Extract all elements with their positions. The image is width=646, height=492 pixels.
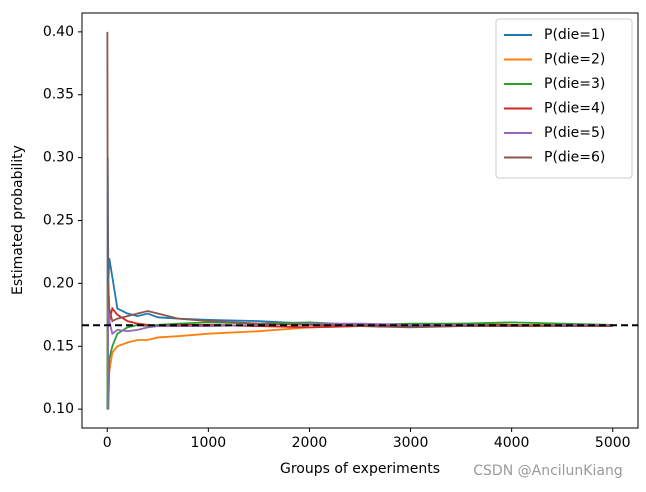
- y-tick-label: 0.35: [43, 87, 74, 103]
- legend-label: P(die=1): [544, 27, 605, 43]
- y-tick-label: 0.10: [43, 401, 74, 417]
- legend-label: P(die=4): [544, 101, 605, 117]
- y-tick-label: 0.40: [43, 24, 74, 40]
- x-axis-label: Groups of experiments: [280, 461, 440, 477]
- series-line: [106, 283, 613, 410]
- plot-frame: [81, 12, 639, 429]
- x-tick-label: 4000: [494, 435, 530, 451]
- y-tick-label: 0.20: [43, 275, 74, 291]
- legend-label: P(die=5): [544, 125, 605, 141]
- x-tick-label: 3000: [393, 435, 429, 451]
- x-tick-label: 5000: [595, 435, 631, 451]
- x-tick-label: 2000: [292, 435, 328, 451]
- series-line: [106, 283, 613, 411]
- y-tick-label: 0.25: [43, 213, 74, 229]
- y-tick-label: 0.30: [43, 150, 74, 166]
- x-tick-label: 0: [103, 435, 112, 451]
- legend-label: P(die=2): [544, 52, 605, 68]
- series-line: [106, 31, 613, 329]
- watermark: CSDN @AncilunKiang: [473, 463, 622, 479]
- y-axis-label: Estimated probability: [10, 145, 26, 295]
- x-tick-label: 1000: [191, 435, 227, 451]
- y-tick-label: 0.15: [43, 338, 74, 354]
- legend-label: P(die=3): [544, 76, 605, 92]
- legend-label: P(die=6): [544, 150, 605, 166]
